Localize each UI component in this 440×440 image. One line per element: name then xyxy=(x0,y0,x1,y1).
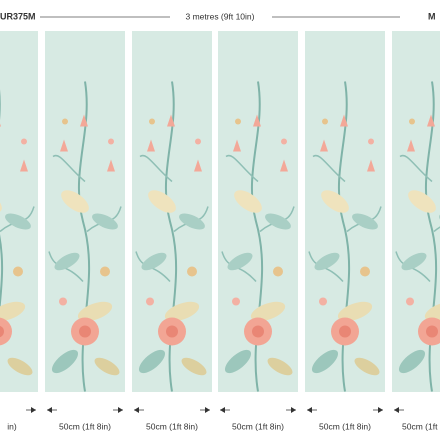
panel: 50cm (1ft 8in) xyxy=(305,31,385,431)
arrow-head xyxy=(31,407,36,413)
width-dimension: UR375M 3 metres (9ft 10in) M xyxy=(0,11,436,21)
label-bg xyxy=(57,402,113,418)
panel: 50cm (1ft 8in) xyxy=(45,31,125,431)
arrow-head xyxy=(394,407,399,413)
label-bg xyxy=(404,402,440,418)
panels: in) 50cm (1ft 8in) 50cm (1ft 8in) 50cm (1ft… xyxy=(0,31,440,431)
label-bg xyxy=(317,402,373,418)
panel: 50cm (1ft 8in) xyxy=(218,31,298,431)
label-bg xyxy=(0,402,26,418)
label-bg xyxy=(230,402,286,418)
panel-width: 50cm (1ft 8in) xyxy=(59,421,111,431)
panel-width: 50cm (1ft 8in) xyxy=(146,421,198,431)
panel-width: 50cm (1ft 8in) xyxy=(232,421,284,431)
label-bg xyxy=(144,402,200,418)
total-width: 3 metres (9ft 10in) xyxy=(186,11,255,21)
panel-width: in) xyxy=(7,421,17,431)
panel: in) xyxy=(0,31,38,431)
product-code: UR375M xyxy=(0,11,36,21)
product-code: M xyxy=(428,11,436,21)
panel-width: 50cm (1ft 8in) xyxy=(402,421,440,431)
panel: 50cm (1ft 8in) xyxy=(392,31,440,431)
panel: 50cm (1ft 8in) xyxy=(132,31,212,431)
panel-width: 50cm (1ft 8in) xyxy=(319,421,371,431)
